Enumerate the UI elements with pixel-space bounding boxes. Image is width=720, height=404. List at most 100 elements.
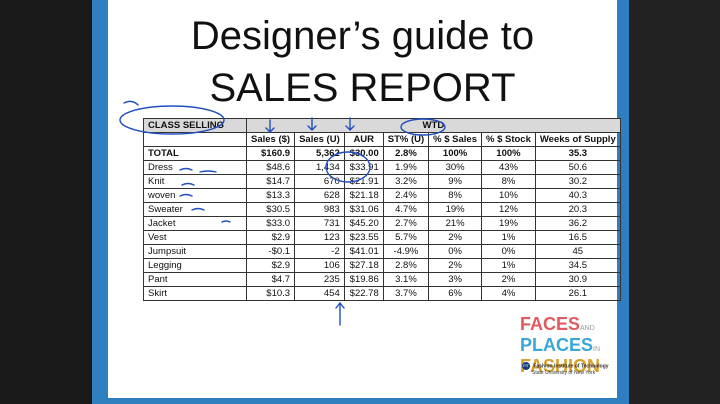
cell: 6%	[428, 286, 482, 301]
cell: 1%	[481, 230, 536, 245]
table-row: Legging $2.9 106 $27.18 2.8% 2% 1% 34.5	[143, 258, 621, 273]
logo-word-faces: FACES	[520, 314, 581, 334]
cell: -4.9%	[382, 244, 430, 259]
fit-institution-mark: FIT Fashion Institute of Technology Stat…	[522, 362, 609, 376]
cell: $31.06	[343, 202, 384, 217]
table-row: woven $13.3 628 $21.18 2.4% 8% 10% 40.3	[143, 188, 621, 203]
cell: $21.91	[343, 174, 384, 189]
cell: 0%	[481, 244, 536, 259]
cell: 670	[294, 174, 345, 189]
cell: $2.9	[245, 230, 296, 245]
cell: 19%	[428, 202, 482, 217]
column-header: Weeks of Supply	[534, 132, 621, 147]
institution-subtitle: State University of New York	[532, 370, 596, 376]
table-row: Jumpsuit -$0.1 -2 $41.01 -4.9% 0% 0% 45	[143, 244, 621, 259]
cell: 2.8%	[382, 146, 430, 161]
cell: 2%	[428, 230, 482, 245]
row-label: TOTAL	[143, 146, 247, 161]
cell: 983	[294, 202, 345, 217]
table-group-header-row: CLASS SELLING WTD	[143, 118, 621, 133]
cell: $13.3	[245, 188, 296, 203]
logo-word-in: IN	[593, 346, 601, 353]
cell: 2.4%	[382, 188, 430, 203]
column-header: Sales (U)	[294, 132, 345, 147]
logo-word-fashion: FASHION	[520, 356, 601, 376]
cell: 36.2	[534, 216, 621, 231]
cell: 3.2%	[382, 174, 430, 189]
cell: 454	[294, 286, 345, 301]
fit-badge-icon: FIT	[522, 362, 530, 370]
cell: $48.6	[245, 160, 296, 175]
row-label: Jacket	[143, 216, 247, 231]
cell: 43%	[481, 160, 536, 175]
cell: -2	[294, 244, 345, 259]
row-label: Skirt	[143, 286, 247, 301]
cell: 0%	[428, 244, 482, 259]
row-label: Dress	[143, 160, 247, 175]
column-header: AUR	[343, 132, 384, 147]
cell: $45.20	[343, 216, 384, 231]
cell: $30.5	[245, 202, 296, 217]
cell: 10%	[481, 188, 536, 203]
cell: $10.3	[245, 286, 296, 301]
cell: 731	[294, 216, 345, 231]
cell: 9%	[428, 174, 482, 189]
row-label: Jumpsuit	[143, 244, 247, 259]
cell: 106	[294, 258, 345, 273]
cell: 3%	[428, 272, 482, 287]
cell: 8%	[428, 188, 482, 203]
row-label: Sweater	[143, 202, 247, 217]
row-label: Vest	[143, 230, 247, 245]
cell: 4%	[481, 286, 536, 301]
cell: 100%	[428, 146, 482, 161]
cell: 2%	[428, 258, 482, 273]
cell: 3.7%	[382, 286, 430, 301]
cell: $27.18	[343, 258, 384, 273]
cell: 5,362	[294, 146, 345, 161]
cell: $30.00	[343, 146, 384, 161]
cell: 1.9%	[382, 160, 430, 175]
cell: 5.7%	[382, 230, 430, 245]
cell: 30%	[428, 160, 482, 175]
cell: 2.8%	[382, 258, 430, 273]
cell: 2%	[481, 272, 536, 287]
cell: 45	[534, 244, 621, 259]
cell: 19%	[481, 216, 536, 231]
cell: 3.1%	[382, 272, 430, 287]
cell: 1%	[481, 258, 536, 273]
sales-report-table: CLASS SELLING WTD Sales ($) Sales (U) AU…	[143, 118, 621, 301]
cell: $23.55	[343, 230, 384, 245]
table-row: Jacket $33.0 731 $45.20 2.7% 21% 19% 36.…	[143, 216, 621, 231]
table-row: Skirt $10.3 454 $22.78 3.7% 6% 4% 26.1	[143, 286, 621, 301]
logo-word-and: AND	[580, 325, 595, 332]
row-label: woven	[143, 188, 247, 203]
cell: $33.91	[343, 160, 384, 175]
row-label: Legging	[143, 258, 247, 273]
cell: 235	[294, 272, 345, 287]
cell: 8%	[481, 174, 536, 189]
cell: $2.9	[245, 258, 296, 273]
column-header: ST% (U)	[382, 132, 430, 147]
table-row-total: TOTAL $160.9 5,362 $30.00 2.8% 100% 100%…	[143, 146, 621, 161]
left-dark-margin	[0, 0, 92, 404]
column-header: % $ Stock	[481, 132, 536, 147]
period-header-cell: WTD	[246, 118, 621, 133]
cell: 40.3	[534, 188, 621, 203]
cell: 1,434	[294, 160, 345, 175]
cell: 20.3	[534, 202, 621, 217]
group-header-cell: CLASS SELLING	[143, 118, 247, 133]
column-header: % $ Sales	[428, 132, 482, 147]
cell: 123	[294, 230, 345, 245]
table-row: Knit $14.7 670 $21.91 3.2% 9% 8% 30.2	[143, 174, 621, 189]
cell: 30.2	[534, 174, 621, 189]
cell: $19.86	[343, 272, 384, 287]
cell: 34.5	[534, 258, 621, 273]
row-label: Pant	[143, 272, 247, 287]
table-row: Dress $48.6 1,434 $33.91 1.9% 30% 43% 50…	[143, 160, 621, 175]
logo-word-places: PLACES	[520, 335, 594, 355]
cell: $4.7	[245, 272, 296, 287]
table-row: Pant $4.7 235 $19.86 3.1% 3% 2% 30.9	[143, 272, 621, 287]
cell: 21%	[428, 216, 482, 231]
cell: $22.78	[343, 286, 384, 301]
